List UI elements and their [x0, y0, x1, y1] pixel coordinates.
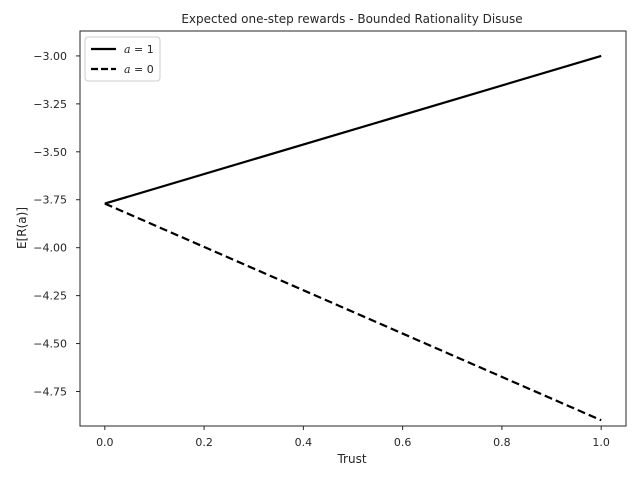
x-tick-label: 0.6 — [394, 436, 412, 449]
legend-label-rest: = 0 — [131, 63, 154, 76]
legend-label-1: a = 1 — [124, 43, 154, 56]
legend-label-rest: = 1 — [131, 43, 154, 56]
y-tick-label: −4.50 — [33, 338, 67, 351]
y-tick-label: −3.75 — [33, 194, 67, 207]
y-axis-label: E[R(a)] — [15, 207, 29, 249]
y-tick-label: −4.00 — [33, 242, 67, 255]
x-tick-label: 0.0 — [96, 436, 114, 449]
y-axis-ticks: −3.00 −3.25 −3.50 −3.75 −4.00 −4.25 −4.50 −4.75 — [33, 50, 80, 398]
y-tick-label: −4.75 — [33, 385, 67, 398]
x-tick-label: 0.4 — [295, 436, 313, 449]
chart-title: Expected one-step rewards - Bounded Rati… — [181, 12, 522, 26]
x-tick-label: 1.0 — [592, 436, 610, 449]
y-tick-label: −4.25 — [33, 290, 67, 303]
y-tick-label: −3.25 — [33, 98, 67, 111]
legend-label-var: a — [124, 43, 131, 56]
series-line-2 — [104, 202, 602, 422]
y-tick-label: −3.50 — [33, 146, 67, 159]
x-axis-label: Trust — [336, 452, 366, 466]
plot-frame — [79, 30, 627, 427]
x-axis-ticks: 0.0 0.2 0.4 0.6 0.8 1.0 — [96, 426, 610, 449]
x-tick-label: 0.8 — [493, 436, 511, 449]
legend-label-2: a = 0 — [124, 63, 154, 76]
series-layer — [104, 54, 602, 422]
legend: a = 1a = 0 — [84, 36, 161, 82]
y-tick-label: −3.00 — [33, 50, 67, 63]
series-line-1 — [104, 54, 602, 205]
x-tick-label: 0.2 — [195, 436, 213, 449]
legend-label-var: a — [124, 63, 131, 76]
